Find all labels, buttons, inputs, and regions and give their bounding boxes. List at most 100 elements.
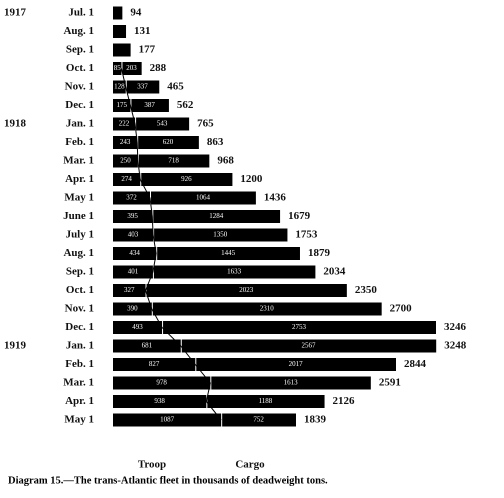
cargo-label: 387 xyxy=(144,101,155,109)
category-label: Oct. 1 xyxy=(66,284,94,296)
troop-label: 250 xyxy=(120,157,131,165)
troop-bar xyxy=(113,376,211,390)
troop-label: 938 xyxy=(154,397,165,405)
category-label: Nov. 1 xyxy=(65,81,94,93)
cargo-label: 2567 xyxy=(301,342,316,350)
bar xyxy=(113,25,127,38)
troop-label: 372 xyxy=(126,194,137,202)
troop-label: 175 xyxy=(116,101,127,109)
troop-label: 327 xyxy=(124,286,135,294)
troop-bar xyxy=(113,191,151,205)
total-label: 1753 xyxy=(295,229,318,241)
category-label: Dec. 1 xyxy=(65,321,94,333)
troop-bar xyxy=(113,413,222,427)
category-label: May 1 xyxy=(64,414,94,426)
cargo-label: 1188 xyxy=(259,397,273,405)
total-label: 288 xyxy=(150,62,167,74)
cargo-bar xyxy=(138,136,199,149)
cargo-bar xyxy=(122,62,142,75)
category-label: Oct. 1 xyxy=(66,62,94,74)
cargo-bar xyxy=(157,247,300,260)
troop-bar xyxy=(113,173,141,186)
cargo-label: 926 xyxy=(181,175,192,183)
cargo-label: 1284 xyxy=(209,212,224,220)
cargo-label: 2023 xyxy=(239,286,254,294)
troop-bar xyxy=(113,62,122,75)
cargo-label: 543 xyxy=(157,120,168,128)
total-label: 1839 xyxy=(304,414,327,426)
cargo-bar xyxy=(146,284,347,297)
year-label: 1918 xyxy=(4,118,27,130)
troop-label: 434 xyxy=(129,249,140,257)
troop-bar xyxy=(113,228,154,242)
total-label: 968 xyxy=(217,155,234,167)
total-label: 177 xyxy=(139,44,156,56)
total-label: 2700 xyxy=(390,303,413,315)
category-label: June 1 xyxy=(63,210,94,222)
category-label: Feb. 1 xyxy=(65,136,94,148)
cargo-bar xyxy=(153,265,316,279)
troop-label: 274 xyxy=(121,175,132,183)
troop-label: 827 xyxy=(149,360,160,368)
total-label: 465 xyxy=(167,81,184,93)
category-label: Mar. 1 xyxy=(63,377,94,389)
troop-label: 243 xyxy=(120,138,131,146)
total-label: 2126 xyxy=(333,395,356,407)
total-label: 2844 xyxy=(404,358,427,370)
troop-bar xyxy=(113,117,136,131)
legend-cargo: Cargo xyxy=(235,459,265,471)
legend-troop: Troop xyxy=(138,459,166,471)
category-label: Aug. 1 xyxy=(63,25,94,37)
category-label: Dec. 1 xyxy=(65,99,94,111)
total-label: 3246 xyxy=(444,321,467,333)
total-label: 131 xyxy=(134,25,151,37)
cargo-bar xyxy=(163,321,436,334)
cargo-bar xyxy=(207,395,325,408)
category-label: July 1 xyxy=(66,229,94,241)
troop-bar xyxy=(113,284,146,297)
cargo-label: 2753 xyxy=(292,323,307,331)
troop-bar xyxy=(113,80,126,94)
cargo-label: 752 xyxy=(253,416,264,424)
cargo-bar xyxy=(141,173,233,186)
cargo-label: 2310 xyxy=(260,305,275,313)
total-label: 765 xyxy=(197,118,214,130)
category-label: Mar. 1 xyxy=(63,155,94,167)
caption: Diagram 15.—The trans-Atlantic fleet in … xyxy=(8,475,328,486)
troop-bar xyxy=(113,265,153,279)
cargo-label: 1350 xyxy=(213,231,228,239)
cargo-bar xyxy=(151,191,256,205)
bar xyxy=(113,43,131,57)
troop-label: 85 xyxy=(114,64,122,72)
category-label: Sep. 1 xyxy=(66,44,94,56)
total-label: 863 xyxy=(207,136,224,148)
cargo-label: 718 xyxy=(168,157,179,165)
troop-label: 390 xyxy=(127,305,138,313)
troop-bar xyxy=(113,321,163,334)
cargo-label: 2017 xyxy=(289,360,304,368)
cargo-bar xyxy=(126,80,160,94)
cargo-label: 620 xyxy=(163,138,174,146)
cargo-bar xyxy=(131,99,169,112)
cargo-label: 1064 xyxy=(196,194,211,202)
cargo-bar xyxy=(136,117,190,131)
cargo-label: 1445 xyxy=(221,249,236,257)
cargo-bar xyxy=(211,376,371,390)
bar xyxy=(113,6,123,20)
category-label: May 1 xyxy=(64,192,94,204)
total-label: 1879 xyxy=(308,247,331,259)
troop-bar xyxy=(113,210,153,223)
troop-label: 395 xyxy=(127,212,138,220)
year-label: 1917 xyxy=(4,7,27,19)
year-label: 1919 xyxy=(4,340,27,352)
cargo-label: 337 xyxy=(137,83,148,91)
cargo-label: 203 xyxy=(126,64,137,72)
troop-label: 978 xyxy=(156,379,167,387)
category-label: Apr. 1 xyxy=(65,395,94,407)
total-label: 2591 xyxy=(379,377,401,389)
total-label: 1200 xyxy=(240,173,263,185)
category-label: Nov. 1 xyxy=(65,303,94,315)
total-label: 3248 xyxy=(444,340,467,352)
troop-bar xyxy=(113,99,131,112)
